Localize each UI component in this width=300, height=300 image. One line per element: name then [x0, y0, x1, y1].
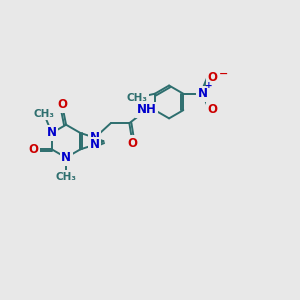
Text: O: O: [207, 103, 217, 116]
Text: N: N: [47, 127, 57, 140]
Text: +: +: [205, 81, 213, 90]
Text: N: N: [197, 87, 207, 100]
Text: N: N: [61, 151, 71, 164]
Text: CH₃: CH₃: [126, 93, 147, 103]
Text: H: H: [135, 93, 143, 102]
Text: O: O: [28, 143, 38, 156]
Text: −: −: [219, 68, 228, 78]
Text: CH₃: CH₃: [56, 172, 76, 182]
Text: N: N: [90, 138, 100, 151]
Text: O: O: [207, 71, 217, 84]
Text: O: O: [57, 98, 67, 111]
Text: CH₃: CH₃: [33, 109, 54, 119]
Text: O: O: [128, 136, 137, 149]
Text: NH: NH: [136, 103, 157, 116]
Text: N: N: [90, 131, 100, 144]
